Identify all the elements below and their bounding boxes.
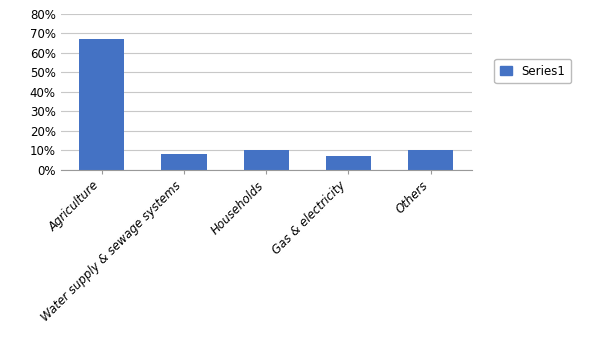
Bar [244, 150, 289, 170]
Bar [326, 156, 371, 170]
Bar [162, 154, 206, 170]
Legend: Series1: Series1 [494, 58, 571, 83]
Bar [79, 39, 125, 170]
Bar [408, 150, 453, 170]
